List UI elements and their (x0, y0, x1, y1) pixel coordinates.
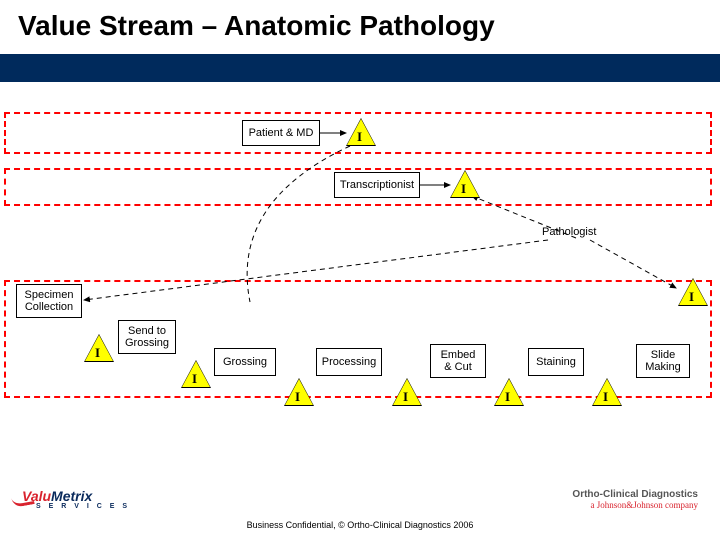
diagram-area: Patient & MD Transcriptionist Specimen C… (0, 82, 720, 452)
swoosh-icon (11, 494, 34, 508)
logo-part2: Metrix (51, 488, 92, 504)
ortho-name: Ortho-Clinical Diagnostics (572, 489, 698, 500)
header-band (0, 54, 720, 82)
box-slide-making: Slide Making (636, 344, 690, 378)
page-title: Value Stream – Anatomic Pathology (18, 10, 702, 42)
header: Value Stream – Anatomic Pathology (0, 0, 720, 64)
box-patient-md: Patient & MD (242, 120, 320, 146)
valumetrix-logo: ValuMetrix S E R V I C E S (22, 488, 130, 510)
box-embed-cut: Embed & Cut (430, 344, 486, 378)
box-processing: Processing (316, 348, 382, 376)
box-transcriptionist: Transcriptionist (334, 172, 420, 198)
box-grossing: Grossing (214, 348, 276, 376)
ortho-logo: Ortho-Clinical Diagnostics a Johnson&Joh… (572, 489, 698, 510)
box-staining: Staining (528, 348, 584, 376)
footer: ValuMetrix S E R V I C E S Ortho-Clinica… (0, 470, 720, 540)
pathologist-label: Pathologist (542, 226, 596, 238)
footer-confidential: Business Confidential, © Ortho-Clinical … (0, 520, 720, 530)
logo-subtitle: S E R V I C E S (36, 503, 130, 510)
jnj-tagline: a Johnson&Johnson company (572, 500, 698, 510)
box-send-to-grossing: Send to Grossing (118, 320, 176, 354)
box-specimen-collection: Specimen Collection (16, 284, 82, 318)
